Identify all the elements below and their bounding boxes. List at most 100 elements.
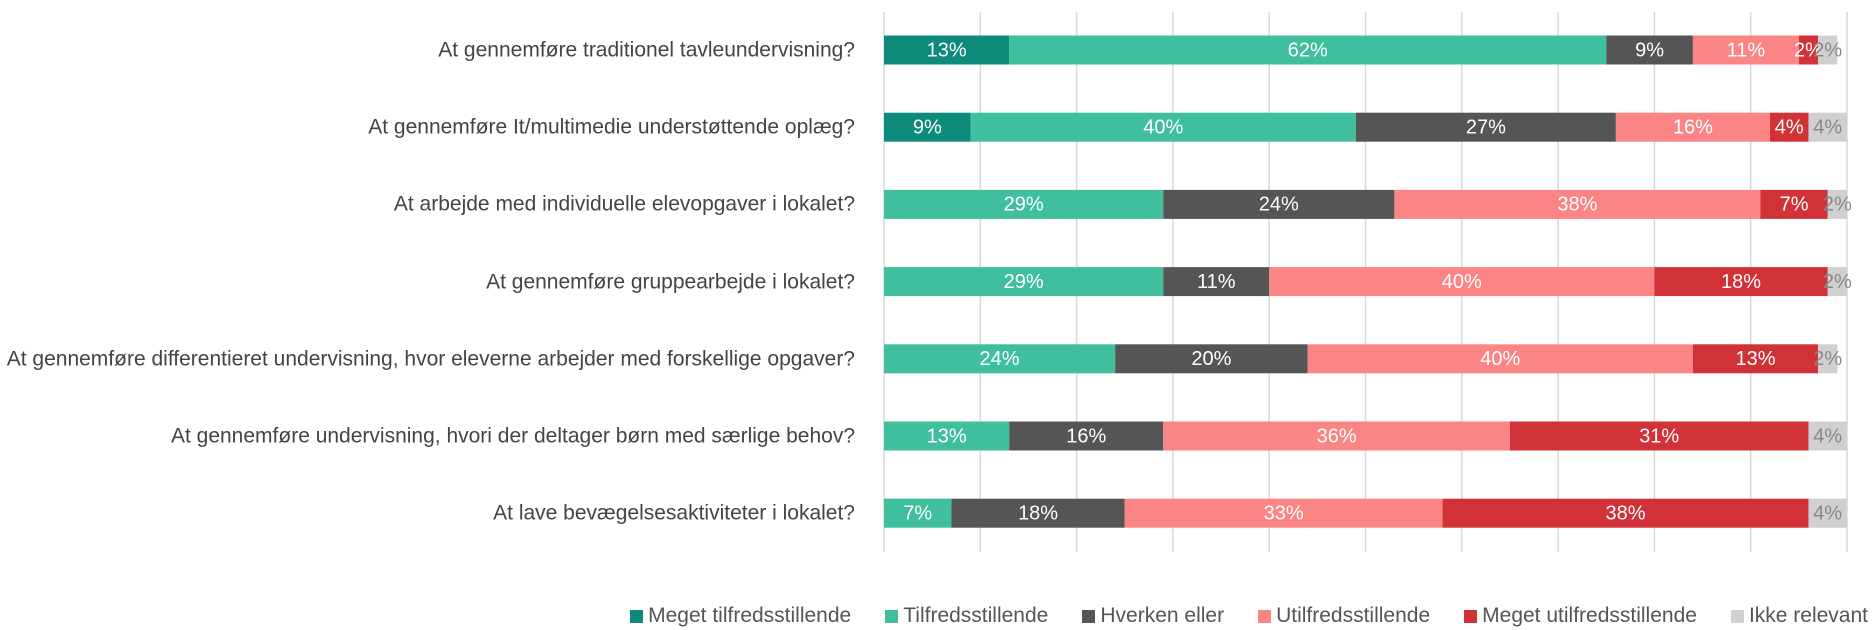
category-label: At gennemføre undervisning, hvori der de… bbox=[170, 424, 855, 448]
bar-segment bbox=[1442, 498, 1809, 528]
bar-segment bbox=[884, 344, 1116, 374]
value-label: 2% bbox=[1813, 39, 1842, 61]
value-label: 29% bbox=[1004, 271, 1044, 293]
value-label: 2% bbox=[1823, 194, 1852, 216]
value-label: 4% bbox=[1813, 116, 1842, 138]
legend-swatch bbox=[630, 609, 644, 623]
value-label: 13% bbox=[927, 39, 967, 61]
legend-label: Hverken eller bbox=[1100, 604, 1225, 627]
value-label: 38% bbox=[1557, 194, 1597, 216]
legend-label: Meget tilfredsstillende bbox=[648, 604, 852, 627]
value-label: 4% bbox=[1813, 425, 1842, 447]
bar-segment bbox=[884, 112, 971, 142]
bar-segment bbox=[1808, 421, 1847, 451]
category-label: At gennemføre It/multimedie understøtten… bbox=[368, 115, 855, 139]
legend-item: Hverken eller bbox=[1082, 604, 1224, 628]
bar-segment bbox=[1606, 35, 1693, 65]
value-label: 24% bbox=[1259, 194, 1299, 216]
value-label: 16% bbox=[1673, 116, 1713, 138]
value-label: 4% bbox=[1813, 502, 1842, 524]
value-label: 20% bbox=[1191, 348, 1231, 370]
legend-swatch bbox=[1082, 609, 1096, 623]
bar-segment bbox=[884, 498, 952, 528]
bar-segment bbox=[970, 112, 1356, 142]
value-label: 27% bbox=[1466, 116, 1506, 138]
legend-item: Utilfredsstillende bbox=[1258, 604, 1430, 628]
category-label: At gennemføre traditionel tavleundervisn… bbox=[438, 38, 855, 62]
value-label: 40% bbox=[1442, 271, 1482, 293]
value-label: 11% bbox=[1197, 271, 1236, 293]
value-label: 2% bbox=[1823, 271, 1852, 293]
bar-segment bbox=[1818, 344, 1838, 374]
category-label: At arbejde med individuelle elevopgaver … bbox=[393, 192, 855, 216]
value-label: 40% bbox=[1143, 116, 1183, 138]
bar-segment bbox=[1798, 35, 1819, 65]
bar-segment bbox=[1818, 35, 1838, 65]
bar-segment bbox=[1163, 189, 1395, 219]
legend-label: Utilfredsstillende bbox=[1276, 604, 1431, 627]
value-label: 7% bbox=[1780, 194, 1809, 216]
value-label: 24% bbox=[980, 348, 1020, 370]
legend-label: Ikke relevant bbox=[1748, 604, 1868, 627]
category-label: At gennemføre differentieret undervisnin… bbox=[6, 347, 855, 371]
value-label: 2% bbox=[1813, 348, 1842, 370]
bar-segment bbox=[1615, 112, 1770, 142]
value-label: 7% bbox=[903, 502, 932, 524]
bar-segment bbox=[1115, 344, 1308, 374]
legend-label: Meget utilfredsstillende bbox=[1482, 604, 1697, 627]
value-label: 13% bbox=[927, 425, 967, 447]
legend: Meget tilfredsstillende Tilfredsstillende… bbox=[630, 604, 1868, 628]
bar-segment bbox=[1355, 112, 1616, 142]
bar-segment bbox=[1394, 189, 1761, 219]
value-label: 9% bbox=[913, 116, 942, 138]
bar-segment bbox=[1827, 267, 1847, 297]
bar-segment bbox=[884, 189, 1164, 219]
value-label: 62% bbox=[1288, 39, 1328, 61]
value-label: 2% bbox=[1794, 39, 1823, 61]
bar-segment bbox=[1009, 35, 1607, 65]
legend-swatch bbox=[885, 609, 899, 623]
value-label: 40% bbox=[1480, 348, 1520, 370]
value-label: 31% bbox=[1639, 425, 1679, 447]
bar-segment bbox=[1808, 498, 1847, 528]
category-label: At lave bevægelsesaktiviteter i lokalet? bbox=[493, 501, 855, 525]
category-label: At gennemføre gruppearbejde i lokalet? bbox=[486, 270, 855, 294]
value-label: 18% bbox=[1721, 271, 1761, 293]
bar-segment bbox=[1827, 189, 1847, 219]
legend-item: Meget tilfredsstillende bbox=[630, 604, 851, 628]
bar-segment bbox=[1009, 421, 1164, 451]
value-label: 36% bbox=[1317, 425, 1357, 447]
bar-segment bbox=[1124, 498, 1443, 528]
value-label: 33% bbox=[1264, 502, 1304, 524]
bar-segment bbox=[1269, 267, 1655, 297]
bar-segment bbox=[951, 498, 1125, 528]
value-label: 16% bbox=[1066, 425, 1106, 447]
value-label: 4% bbox=[1775, 116, 1804, 138]
value-label: 38% bbox=[1605, 502, 1645, 524]
bar-segment bbox=[884, 421, 1010, 451]
bar-segment bbox=[1654, 267, 1828, 297]
value-label: 18% bbox=[1018, 502, 1058, 524]
bar-segment bbox=[884, 35, 1010, 65]
value-label: 13% bbox=[1735, 348, 1775, 370]
legend-swatch bbox=[1258, 609, 1272, 623]
bar-segment bbox=[1509, 421, 1809, 451]
value-label: 11% bbox=[1727, 39, 1766, 61]
bar-segment bbox=[1769, 112, 1809, 142]
legend-swatch bbox=[1464, 609, 1478, 623]
bar-segment bbox=[884, 267, 1164, 297]
bar-segment bbox=[1808, 112, 1847, 142]
bar-segment bbox=[1692, 344, 1819, 374]
value-label: 29% bbox=[1004, 194, 1044, 216]
bar-segment bbox=[1760, 189, 1828, 219]
legend-item: Ikke relevant bbox=[1730, 604, 1868, 628]
legend-item: Tilfredsstillende bbox=[885, 604, 1048, 628]
legend-item: Meget utilfredsstillende bbox=[1464, 604, 1697, 628]
bar-segment bbox=[1163, 267, 1270, 297]
value-label: 9% bbox=[1635, 39, 1664, 61]
legend-swatch bbox=[1730, 609, 1744, 623]
bar-segment bbox=[1163, 421, 1510, 451]
legend-label: Tilfredsstillende bbox=[903, 604, 1049, 627]
